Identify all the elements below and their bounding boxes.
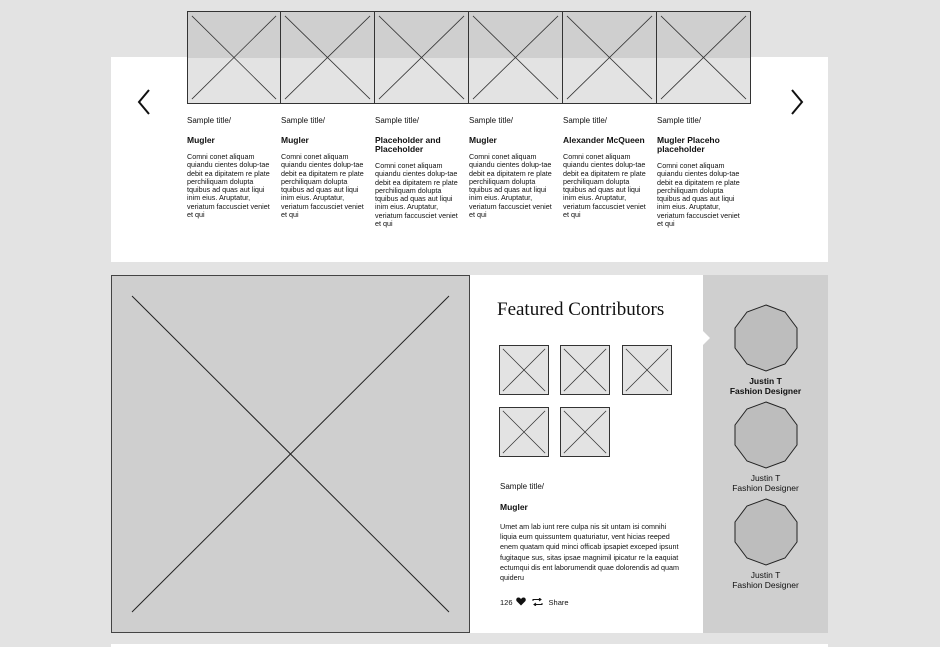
prev-arrow-button[interactable] bbox=[134, 88, 154, 116]
feature-title: Mugler bbox=[500, 502, 528, 512]
repost-icon[interactable] bbox=[532, 597, 543, 608]
card-title: Mugler bbox=[187, 135, 215, 145]
card-description: Comni conet aliquam quiandu cientes dolu… bbox=[187, 152, 270, 220]
card-kicker: Sample title/ bbox=[187, 116, 232, 125]
product-carousel: Sample title/ Mugler Comni conet aliquam… bbox=[187, 11, 751, 241]
next-arrow-button[interactable] bbox=[787, 88, 807, 116]
chevron-left-icon bbox=[137, 89, 150, 115]
card-kicker: Sample title/ bbox=[375, 116, 420, 125]
carousel-card[interactable]: Sample title/ Mugler Placeho placeholder… bbox=[657, 11, 751, 241]
chevron-right-icon bbox=[791, 89, 804, 115]
feature-actions: 126 Share bbox=[500, 597, 569, 608]
feature-kicker: Sample title/ bbox=[500, 482, 545, 491]
card-title: Mugler bbox=[469, 135, 497, 145]
card-title: Mugler Placeho placeholder bbox=[657, 135, 720, 154]
image-placeholder bbox=[281, 11, 375, 104]
avatar bbox=[731, 497, 801, 567]
contributor-role: Fashion Designer bbox=[729, 386, 802, 396]
card-description: Comni conet aliquam quiandu cientes dolu… bbox=[281, 152, 364, 220]
contributor-thumbnail[interactable] bbox=[499, 407, 549, 457]
contributor-list: Justin T Fashion Designer Justin T Fashi… bbox=[703, 275, 828, 633]
like-count: 126 bbox=[500, 598, 513, 607]
image-placeholder bbox=[563, 11, 657, 104]
contributor-item[interactable]: Justin T Fashion Designer bbox=[703, 303, 828, 396]
heart-icon[interactable] bbox=[515, 597, 526, 608]
carousel-card[interactable]: Sample title/ Mugler Comni conet aliquam… bbox=[469, 11, 563, 241]
card-kicker: Sample title/ bbox=[281, 116, 326, 125]
contributor-name: Justin T bbox=[750, 473, 781, 483]
contributor-item[interactable]: Justin T Fashion Designer bbox=[703, 497, 828, 590]
next-section-edge bbox=[111, 644, 828, 647]
contributor-name: Justin T bbox=[750, 570, 781, 580]
featured-contributors-panel: Featured Contributors Sample title/ Mugl… bbox=[470, 275, 703, 633]
share-button[interactable]: Share bbox=[548, 598, 569, 607]
avatar bbox=[731, 400, 801, 470]
hero-image-placeholder[interactable] bbox=[111, 275, 470, 633]
card-description: Comni conet aliquam quiandu cientes dolu… bbox=[657, 161, 740, 229]
card-description: Comni conet aliquam quiandu cientes dolu… bbox=[563, 152, 646, 220]
contributor-thumbnail[interactable] bbox=[499, 345, 549, 395]
card-title: Alexander McQueen bbox=[563, 135, 645, 145]
image-placeholder bbox=[469, 11, 563, 104]
card-kicker: Sample title/ bbox=[657, 116, 702, 125]
contributor-role: Fashion Designer bbox=[732, 483, 799, 493]
section-title: Featured Contributors bbox=[497, 299, 665, 320]
image-placeholder bbox=[187, 11, 281, 104]
contributor-thumbnail[interactable] bbox=[560, 345, 610, 395]
contributor-role: Fashion Designer bbox=[732, 580, 799, 590]
card-description: Comni conet aliquam quiandu cientes dolu… bbox=[375, 161, 458, 229]
contributor-item[interactable]: Justin T Fashion Designer bbox=[703, 400, 828, 493]
card-kicker: Sample title/ bbox=[469, 116, 514, 125]
card-kicker: Sample title/ bbox=[563, 116, 608, 125]
contributor-thumbnail[interactable] bbox=[560, 407, 610, 457]
contributor-name: Justin T bbox=[749, 376, 782, 386]
carousel-card[interactable]: Sample title/ Placeholder and Placeholde… bbox=[375, 11, 469, 241]
card-title: Placeholder and Placeholder bbox=[375, 135, 441, 154]
image-placeholder bbox=[375, 11, 469, 104]
image-placeholder bbox=[657, 11, 751, 104]
contributor-thumbnail[interactable] bbox=[622, 345, 672, 395]
carousel-card[interactable]: Sample title/ Alexander McQueen Comni co… bbox=[563, 11, 657, 241]
carousel-card[interactable]: Sample title/ Mugler Comni conet aliquam… bbox=[281, 11, 375, 241]
card-description: Comni conet aliquam quiandu cientes dolu… bbox=[469, 152, 552, 220]
feature-description: Umet am lab iunt rere culpa nis sit unta… bbox=[500, 522, 680, 583]
carousel-card[interactable]: Sample title/ Mugler Comni conet aliquam… bbox=[187, 11, 281, 241]
selection-pointer bbox=[703, 331, 710, 345]
avatar bbox=[731, 303, 801, 373]
card-title: Mugler bbox=[281, 135, 309, 145]
